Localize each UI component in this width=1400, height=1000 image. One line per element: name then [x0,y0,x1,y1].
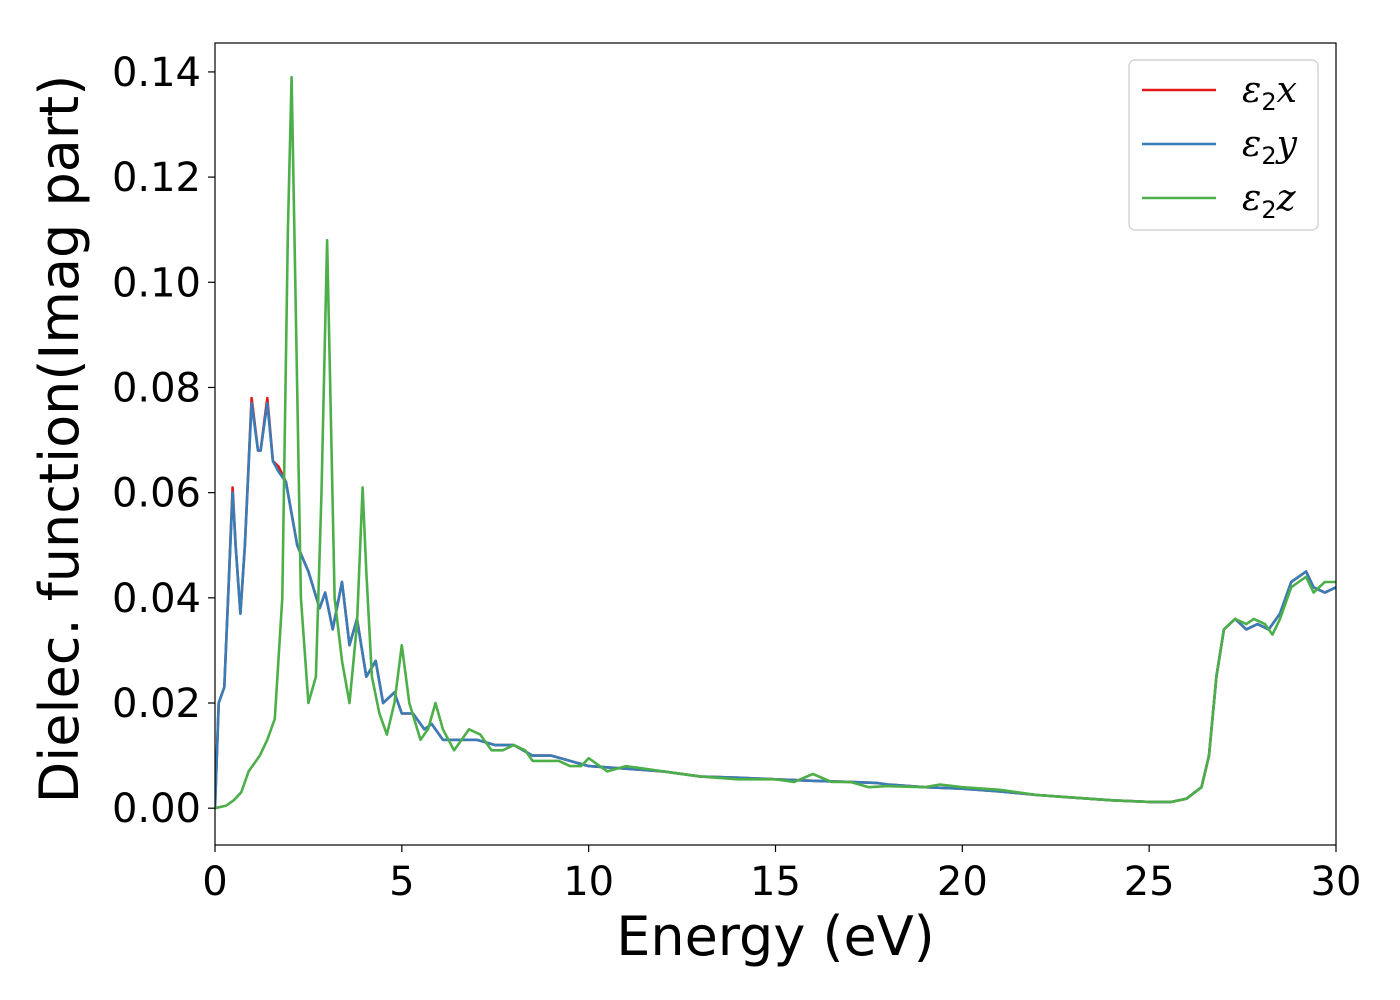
y-axis-title: Dielec. function(Imag part) [28,75,91,804]
series-line-y [215,401,1336,810]
legend-label-y: ε2y [1242,124,1298,170]
series-line-x [215,396,1336,810]
legend-label-x: ε2x [1242,70,1297,116]
y-tick-label: 0.08 [112,365,201,411]
x-tick-label: 0 [202,859,227,905]
y-axis-ticks: 0.00 0.02 0.04 0.06 0.08 0.10 0.12 0.14 [112,50,215,832]
legend-box [1128,59,1319,231]
y-tick-label: 0.10 [112,260,201,306]
y-tick-label: 0.12 [112,155,201,201]
x-tick-label: 20 [937,859,988,905]
x-tick-label: 30 [1311,859,1362,905]
x-tick-label: 5 [389,859,414,905]
y-tick-label: 0.00 [112,786,201,832]
y-tick-label: 0.04 [112,576,201,622]
legend-label-z: ε2z [1242,178,1297,224]
y-tick-label: 0.06 [112,471,201,517]
series-line-z [215,75,1336,810]
x-tick-label: 25 [1124,859,1175,905]
legend: ε2x ε2y ε2z [1128,59,1319,231]
series-layer [215,75,1336,810]
y-tick-label: 0.02 [112,681,201,727]
x-axis-title: Energy (eV) [616,905,935,968]
x-tick-label: 15 [750,859,801,905]
x-axis-ticks: 0 5 10 15 20 25 30 [202,845,1361,905]
x-tick-label: 10 [563,859,614,905]
y-tick-label: 0.14 [112,50,201,96]
